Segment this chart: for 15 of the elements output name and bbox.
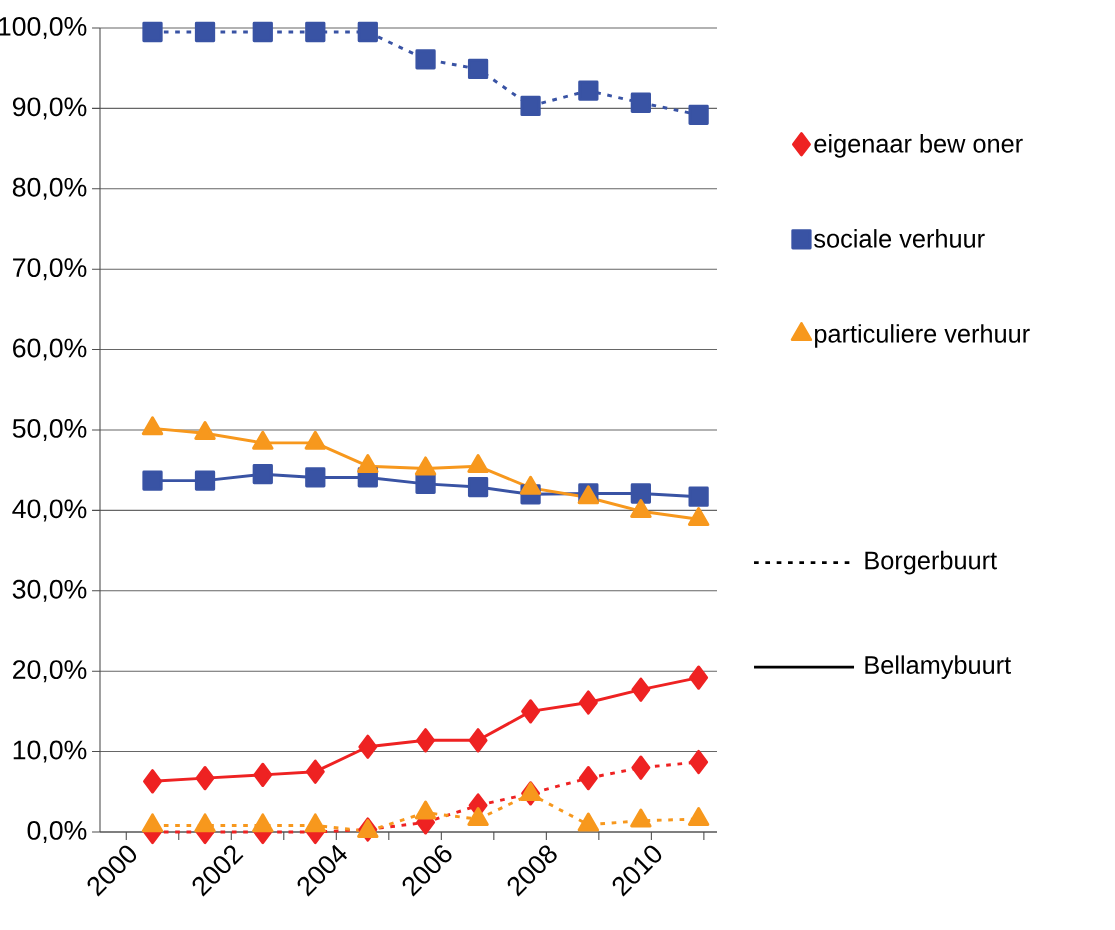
y-tick-label: 80,0% (12, 177, 87, 200)
legend-label: sociale verhuur (814, 229, 985, 248)
legend-label: eigenaar bew oner (814, 134, 1023, 158)
text: Bellamybuurt (865, 655, 1011, 679)
y-tick-label: 90,0% (12, 97, 87, 120)
y-tick-label: 10,0% (13, 740, 87, 763)
y-tick-label: 60,0% (13, 338, 87, 361)
y-tick-label: 50,0% (12, 418, 87, 441)
y-tick-label: 30,0% (12, 579, 87, 602)
y-tick-label: 0,0% (27, 820, 87, 843)
y-tick-label: 70,0% (13, 258, 87, 281)
legend-label: particuliere verhuur (815, 324, 1030, 348)
y-tick-label: 40,0% (12, 499, 87, 522)
y-tick-label: 20,0% (13, 660, 87, 683)
text: Borgerbuurt (865, 550, 997, 575)
